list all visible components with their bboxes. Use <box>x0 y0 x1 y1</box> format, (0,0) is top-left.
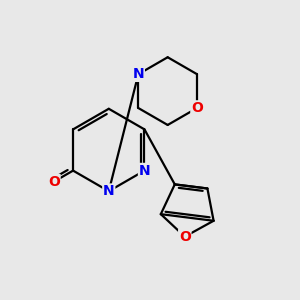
Text: O: O <box>179 230 191 244</box>
Text: O: O <box>191 101 203 115</box>
Text: N: N <box>139 164 150 178</box>
Text: O: O <box>48 175 60 189</box>
Text: N: N <box>103 184 115 198</box>
Text: N: N <box>133 67 144 81</box>
